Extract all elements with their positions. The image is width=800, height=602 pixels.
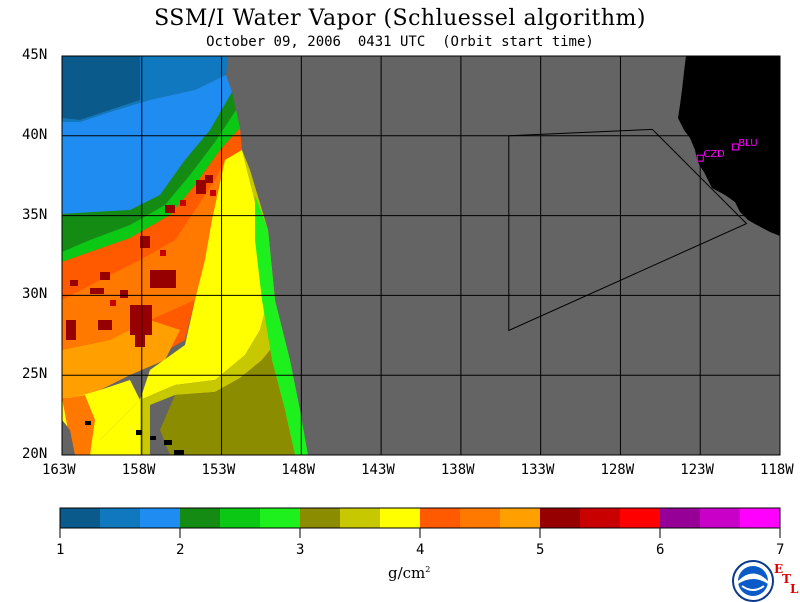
colorbar-tick-label: 7 (776, 542, 785, 558)
units-exponent: 2 (425, 565, 431, 574)
colorbar-swatch (620, 508, 660, 528)
vapor-band-2p5 (62, 110, 240, 262)
colorbar-swatch (340, 508, 380, 528)
colorbar-swatch (500, 508, 540, 528)
vapor-band-3p9 (100, 150, 268, 455)
vapor-high-spots (66, 175, 213, 347)
lon-label-133w: 133W (520, 462, 555, 478)
colorbar-swatch (540, 508, 580, 528)
colorbar-swatch (580, 508, 620, 528)
etl-letter-e: E (774, 562, 784, 576)
etl-letter-l: L (790, 582, 799, 596)
vapor-band-4p5-south (62, 395, 95, 455)
lon-label-143w: 143W (361, 462, 395, 478)
station-marker-czd (696, 154, 704, 162)
colorbar-tick-label: 5 (536, 542, 545, 558)
no-data-southwest (62, 420, 75, 455)
lat-label-20n: 20N (22, 446, 48, 462)
colorbar-tick-label: 3 (296, 542, 305, 558)
colorbar-swatch (180, 508, 220, 528)
etl-logo-mark: E T L (772, 562, 800, 598)
vapor-band-1p0 (62, 56, 140, 120)
colorbar-units: g/cm2 (388, 564, 430, 582)
lat-label-25n: 25N (22, 366, 48, 383)
vapor-band-2p2 (62, 92, 236, 252)
vapor-band-1p5 (62, 56, 228, 122)
lat-label-30n: 30N (22, 286, 48, 303)
station-marker-blu (731, 143, 739, 151)
vapor-band-1p7 (62, 75, 232, 214)
colorbar-tick-label: 1 (56, 542, 65, 558)
vapor-band-4p6 (62, 160, 228, 350)
lon-label-158w: 158W (121, 462, 156, 478)
colorbar-tick-label: 4 (416, 542, 425, 558)
domain-outline (508, 128, 748, 332)
lon-label-128w: 128W (600, 462, 635, 478)
hawaii-islands (85, 421, 184, 455)
colorbar-swatch (460, 508, 500, 528)
station-label-czd: CZD (703, 149, 725, 160)
lat-label-40n: 40N (22, 126, 48, 143)
lat-label-45n: 45N (22, 47, 48, 63)
colorbar (59, 507, 781, 538)
land-north-america (678, 56, 780, 236)
colorbar-swatch (100, 508, 140, 528)
colorbar-swatch (220, 508, 260, 528)
colorbar-tick-label: 6 (656, 542, 665, 558)
station-label-blu: BLU (738, 138, 757, 149)
colorbar-swatch (60, 508, 100, 528)
swath-field (62, 56, 308, 455)
lat-label-35n: 35N (22, 206, 48, 223)
map-frame (61, 55, 781, 456)
vapor-band-3p2 (160, 340, 305, 455)
vapor-band-4p9 (62, 320, 180, 398)
stations: CZD BLU (696, 138, 758, 162)
vapor-band-2p9 (255, 195, 308, 455)
lon-label-138w: 138W (440, 462, 475, 478)
colorbar-swatch (700, 508, 740, 528)
etl-letter-t: T (782, 572, 791, 586)
colorbar-swatch (380, 508, 420, 528)
lon-label-163w: 163W (42, 462, 76, 478)
colorbar-swatch (260, 508, 300, 528)
lon-label-153w: 153W (201, 462, 236, 478)
colorbar-swatch (740, 508, 780, 528)
vapor-high-spots-red (110, 190, 216, 306)
lon-label-148w: 148W (281, 462, 316, 478)
map-title: SSM/I Water Vapor (Schluessel algorithm) (154, 6, 646, 31)
lon-label-118w: 118W (760, 462, 794, 478)
colorbar-swatch (420, 508, 460, 528)
lon-label-123w: 123W (680, 462, 714, 478)
colorbar-swatch (300, 508, 340, 528)
colorbar-swatch (660, 508, 700, 528)
noaa-logo (732, 560, 774, 602)
colorbar-swatch (140, 508, 180, 528)
colorbar-tick-label: 2 (176, 542, 185, 558)
units-text: g/cm (388, 564, 426, 582)
map-subtitle: October 09, 2006 0431 UTC (Orbit start t… (206, 34, 594, 50)
